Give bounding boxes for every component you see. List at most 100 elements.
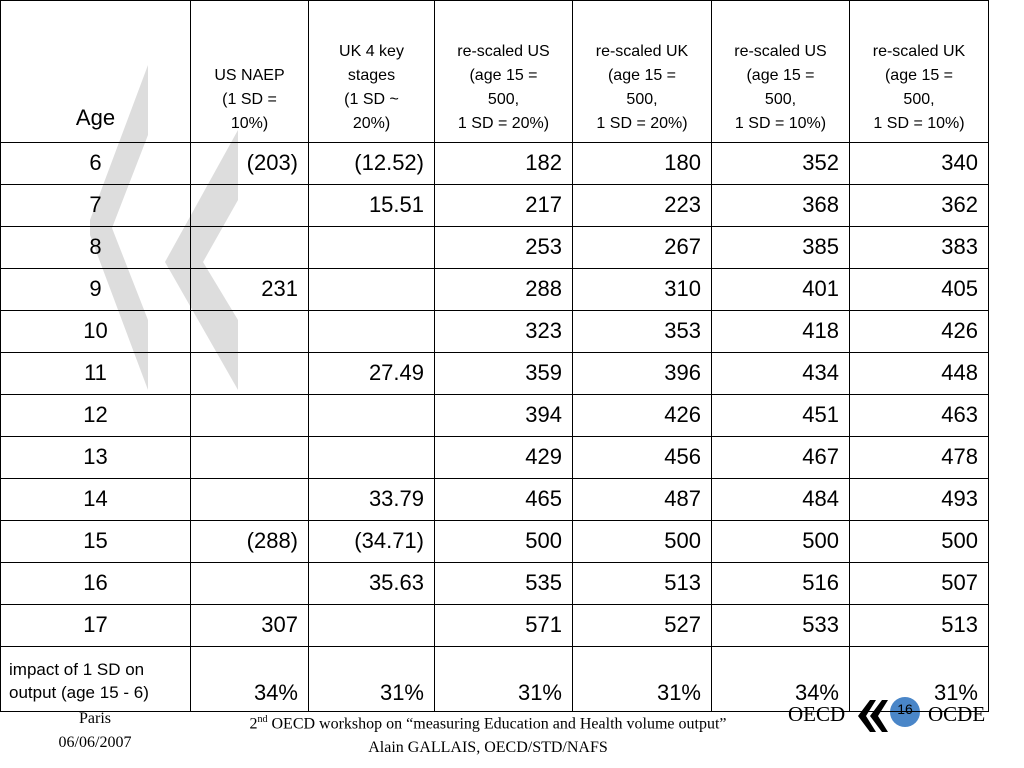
header-cell: US NAEP (1 SD = 10%) xyxy=(190,0,309,143)
cell: 456 xyxy=(572,436,712,479)
cell: 17 xyxy=(0,604,191,647)
cell xyxy=(190,184,309,227)
cell: 429 xyxy=(434,436,573,479)
cell xyxy=(308,604,435,647)
cell: 451 xyxy=(711,394,850,437)
header-cell: re-scaled US (age 15 = 500, 1 SD = 20%) xyxy=(434,0,573,143)
workshop-title: 2nd OECD workshop on “measuring Educatio… xyxy=(170,708,806,736)
row: 17 307 571 527 533 513 xyxy=(0,604,989,647)
cell xyxy=(190,562,309,605)
cell xyxy=(190,478,309,521)
cell: 6 xyxy=(0,142,191,185)
cell: 353 xyxy=(572,310,712,353)
cell: 500 xyxy=(849,520,989,563)
cell: 16 xyxy=(0,562,191,605)
row: 8 253 267 385 383 xyxy=(0,226,989,269)
cell: 362 xyxy=(849,184,989,227)
cell: 13 xyxy=(0,436,191,479)
cell: 31% xyxy=(308,646,435,712)
cell: 35.63 xyxy=(308,562,435,605)
cell: 396 xyxy=(572,352,712,395)
cell: 14 xyxy=(0,478,191,521)
row: 15 (288) (34.71) 500 500 500 500 xyxy=(0,520,989,563)
cell: 484 xyxy=(711,478,850,521)
cell: 394 xyxy=(434,394,573,437)
cell: 401 xyxy=(711,268,850,311)
cell xyxy=(190,394,309,437)
cell: 487 xyxy=(572,478,712,521)
header-cell: UK 4 key stages (1 SD ~ 20%) xyxy=(308,0,435,143)
row: 9 231 288 310 401 405 xyxy=(0,268,989,311)
cell: 267 xyxy=(572,226,712,269)
cell: 182 xyxy=(434,142,573,185)
cell: 368 xyxy=(711,184,850,227)
cell: 33.79 xyxy=(308,478,435,521)
data-table: Age US NAEP (1 SD = 10%) UK 4 key stages (… xyxy=(0,0,989,712)
cell xyxy=(190,226,309,269)
cell: 516 xyxy=(711,562,850,605)
cell xyxy=(190,352,309,395)
cell: 513 xyxy=(572,562,712,605)
cell: 15.51 xyxy=(308,184,435,227)
cell: 478 xyxy=(849,436,989,479)
cell: 31% xyxy=(572,646,712,712)
cell: 8 xyxy=(0,226,191,269)
cell: 500 xyxy=(711,520,850,563)
cell: 15 xyxy=(0,520,191,563)
cell: 426 xyxy=(849,310,989,353)
row: 6 (203) (12.52) 182 180 352 340 xyxy=(0,142,989,185)
cell: 310 xyxy=(572,268,712,311)
logo-left: OECD xyxy=(788,702,846,726)
place-date: Paris 06/06/2007 xyxy=(50,707,140,755)
cell: 253 xyxy=(434,226,573,269)
cell: (288) xyxy=(190,520,309,563)
cell: 513 xyxy=(849,604,989,647)
row: 13 429 456 467 478 xyxy=(0,436,989,479)
cell: (12.52) xyxy=(308,142,435,185)
row: 10 323 353 418 426 xyxy=(0,310,989,353)
cell xyxy=(308,226,435,269)
cell: 180 xyxy=(572,142,712,185)
cell xyxy=(308,310,435,353)
header-cell: re-scaled UK (age 15 = 500, 1 SD = 20%) xyxy=(572,0,712,143)
cell: 500 xyxy=(572,520,712,563)
cell: 288 xyxy=(434,268,573,311)
place: Paris xyxy=(79,710,111,727)
cell: 231 xyxy=(190,268,309,311)
cell xyxy=(190,310,309,353)
cell: 500 xyxy=(434,520,573,563)
cell: 448 xyxy=(849,352,989,395)
cell: 383 xyxy=(849,226,989,269)
cell: 11 xyxy=(0,352,191,395)
workshop-text: OECD workshop on “measuring Education an… xyxy=(271,715,727,733)
cell: 223 xyxy=(572,184,712,227)
page-number: 16 xyxy=(897,701,913,717)
cell: 465 xyxy=(434,478,573,521)
cell: 352 xyxy=(711,142,850,185)
row: 16 35.63 535 513 516 507 xyxy=(0,562,989,605)
cell: 359 xyxy=(434,352,573,395)
cell xyxy=(308,436,435,479)
cell: 533 xyxy=(711,604,850,647)
row: 12 394 426 451 463 xyxy=(0,394,989,437)
cell xyxy=(308,394,435,437)
cell: 217 xyxy=(434,184,573,227)
cell: 9 xyxy=(0,268,191,311)
cell: 385 xyxy=(711,226,850,269)
author: Alain GALLAIS, OECD/STD/NAFS xyxy=(368,739,608,757)
cell xyxy=(190,436,309,479)
cell: (34.71) xyxy=(308,520,435,563)
cell: 307 xyxy=(190,604,309,647)
date: 06/06/2007 xyxy=(58,734,132,751)
cell: 405 xyxy=(849,268,989,311)
row: 11 27.49 359 396 434 448 xyxy=(0,352,989,395)
cell: 463 xyxy=(849,394,989,437)
row: impact of 1 SD on output (age 15 - 6) 34%… xyxy=(0,646,989,712)
header-cell: re-scaled US (age 15 = 500, 1 SD = 10%) xyxy=(711,0,850,143)
cell: 34% xyxy=(711,646,850,712)
cell: 571 xyxy=(434,604,573,647)
header-cell: re-scaled UK (age 15 = 500, 1 SD = 10%) xyxy=(849,0,989,143)
cell: 467 xyxy=(711,436,850,479)
cell: 27.49 xyxy=(308,352,435,395)
